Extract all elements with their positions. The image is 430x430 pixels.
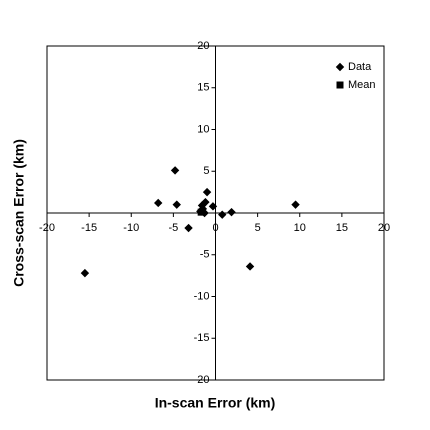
x-tick-label: -20 — [39, 222, 55, 234]
data-point — [227, 207, 236, 217]
data-point — [80, 268, 90, 278]
x-axis-title: In-scan Error (km) — [155, 395, 276, 411]
data-point — [202, 187, 212, 197]
y-tick-label: 20 — [197, 40, 209, 52]
x-tick-label: 5 — [255, 222, 261, 234]
y-tick-label: -15 — [194, 332, 210, 344]
x-tick-label: 10 — [294, 222, 306, 234]
y-axis-title: Cross-scan Error (km) — [11, 139, 27, 287]
x-tick-label: -10 — [123, 222, 139, 234]
legend-label: Mean — [348, 79, 376, 91]
mean-point — [197, 208, 205, 216]
y-tick-label: -5 — [200, 249, 210, 261]
x-tick-label: 15 — [336, 222, 348, 234]
x-tick-label: -5 — [168, 222, 178, 234]
legend-label: Data — [348, 61, 372, 73]
data-point — [291, 200, 300, 209]
x-tick-label: 0 — [212, 222, 218, 234]
x-tick-label: 20 — [378, 222, 390, 234]
y-tick-label: -20 — [194, 374, 210, 386]
y-tick-label: 15 — [197, 82, 209, 94]
mean-point — [336, 81, 344, 89]
y-tick-label: -10 — [194, 290, 210, 302]
data-point — [184, 223, 193, 233]
data-point — [218, 210, 227, 219]
data-point — [170, 166, 180, 175]
data-point — [245, 262, 255, 271]
data-point — [172, 200, 181, 209]
y-tick-label: 5 — [203, 165, 209, 177]
x-tick-label: -15 — [81, 222, 97, 234]
y-tick-label: 10 — [197, 123, 209, 135]
data-point — [208, 202, 218, 211]
data-point — [335, 62, 345, 72]
data-point — [154, 198, 163, 208]
